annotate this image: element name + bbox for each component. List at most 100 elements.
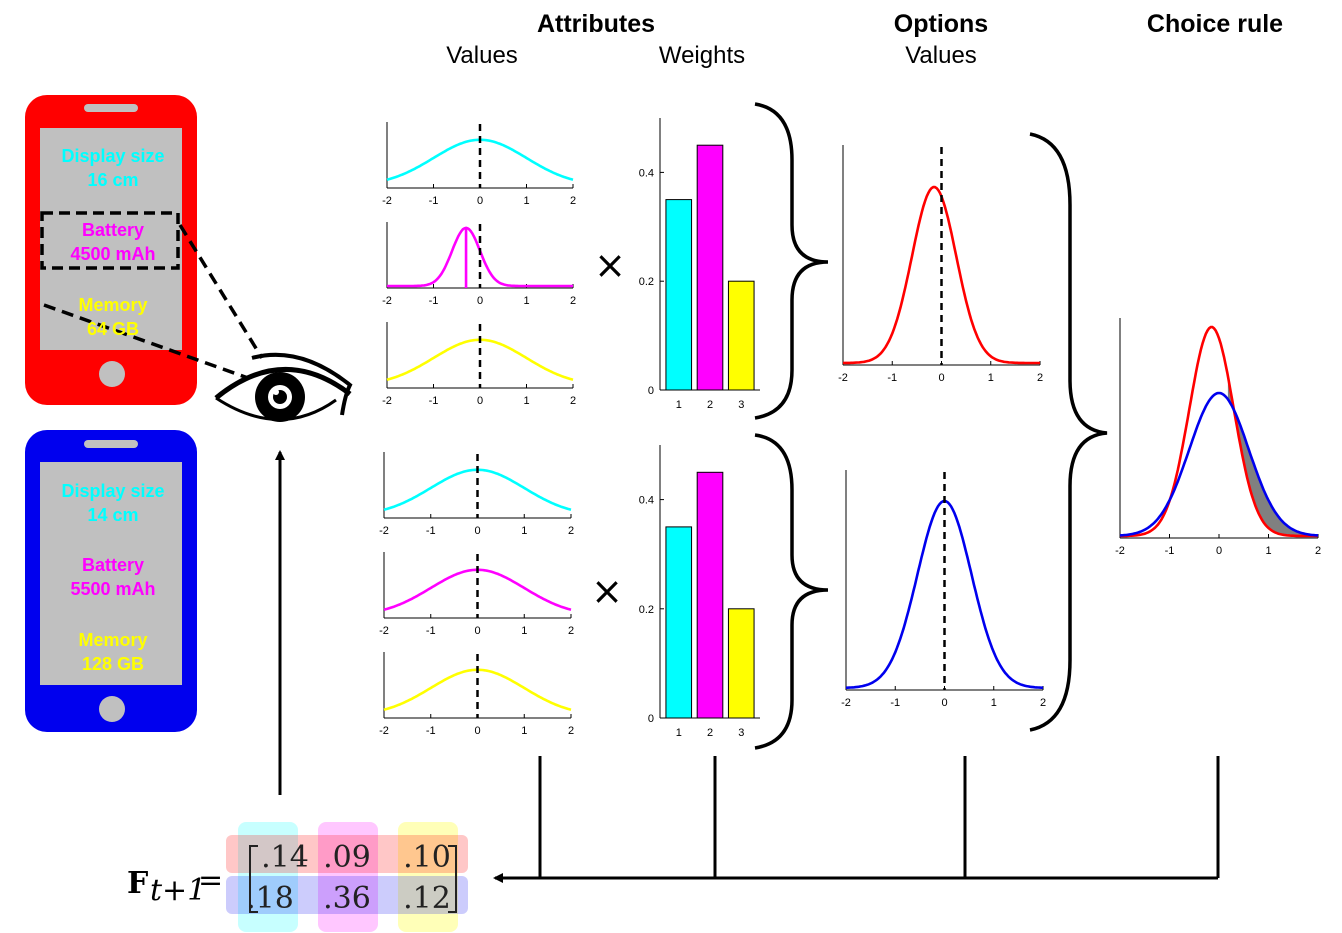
x-tick-label: -2: [379, 625, 389, 637]
phone-red-memory: Memory 64 GB: [78, 293, 147, 341]
density-curve-blue: [1119, 391, 1319, 537]
x-tick-label: -2: [379, 725, 389, 737]
x-tick-label: 2: [568, 525, 574, 537]
curly-brace-icon: [1029, 132, 1108, 732]
x-tick-label: -2: [379, 525, 389, 537]
shaded-overlap: [1227, 376, 1318, 536]
x-tick-label: 2: [1037, 372, 1043, 384]
curly-brace-icon: [754, 102, 829, 420]
x-tick-label: 2: [1315, 545, 1321, 557]
attr-label: Memory: [78, 295, 148, 315]
x-tick-label: 2: [707, 399, 713, 411]
matrix-cell: .10: [403, 840, 451, 875]
density-panel: -2 -1 0 1 2: [382, 122, 576, 207]
density-panel: -2 -1 0 1 2: [379, 652, 574, 737]
x-tick-label: 2: [707, 727, 713, 739]
density-panel: -2 -1 0 1 2: [379, 452, 574, 537]
x-tick-label: 0: [477, 195, 483, 207]
x-tick-label: 1: [523, 395, 529, 407]
x-tick-label: 1: [991, 697, 997, 709]
phone-blue: [25, 430, 197, 732]
x-tick-label: -1: [426, 525, 436, 537]
x-tick-label: 0: [1216, 545, 1222, 557]
gaze-line-top: [178, 224, 264, 359]
attention-box: [40, 211, 180, 270]
density-panel: -2 -1 0 1 2: [841, 470, 1046, 709]
x-tick-label: -2: [1115, 545, 1125, 557]
x-tick-label: 1: [676, 727, 682, 739]
header-weights: Weights: [658, 42, 746, 69]
multiply-icon: ×: [594, 243, 626, 287]
matrix-cell: .09: [323, 840, 371, 875]
y-tick-label: 0.4: [639, 495, 654, 507]
x-tick-label: 2: [570, 395, 576, 407]
x-tick-label: 1: [1265, 545, 1271, 557]
x-tick-label: 2: [1040, 697, 1046, 709]
x-tick-label: -1: [1165, 545, 1175, 557]
header-option-values: Values: [905, 42, 977, 69]
attr-label: Battery: [81, 555, 145, 575]
attr-value: 16 cm: [87, 170, 139, 190]
weights-bar-chart: 0 0.2 0.4 1 2 3: [639, 445, 760, 739]
feedback-connectors: [493, 756, 1220, 883]
phone-red-battery: Battery 4500 mAh: [70, 218, 155, 266]
phone-blue-memory: Memory 128 GB: [78, 628, 147, 676]
weight-bar-3: [727, 608, 755, 719]
matrix-cell: .12: [403, 881, 451, 916]
header-options: Options: [893, 10, 989, 38]
attr-label: Battery: [81, 220, 145, 240]
x-tick-label: 0: [477, 395, 483, 407]
y-tick-label: 0.2: [639, 276, 654, 288]
gaze-line-bottom: [43, 303, 249, 380]
x-tick-label: -2: [382, 195, 392, 207]
matrix-equals: =: [198, 863, 223, 898]
header-choice-rule: Choice rule: [1146, 10, 1284, 38]
density-panel: -2 -1 0 1 2: [838, 145, 1043, 384]
phone-blue-home-button: [99, 696, 125, 722]
matrix-cell: .18: [246, 881, 294, 916]
density-panel: -2 -1 0 1 2: [1115, 318, 1321, 557]
attr-value: 64 GB: [86, 319, 140, 339]
weight-bar-3: [727, 280, 755, 391]
attr-value: 128 GB: [81, 654, 145, 674]
x-tick-label: -1: [890, 697, 900, 709]
y-tick-label: 0.2: [639, 604, 654, 616]
x-tick-label: 2: [568, 725, 574, 737]
curly-brace-icon: [754, 433, 829, 750]
matrix-cell: .36: [323, 881, 371, 916]
y-tick-label: 0.4: [639, 167, 654, 179]
x-tick-label: 0: [474, 525, 480, 537]
matrix-subscript: t+1: [150, 873, 206, 908]
attr-label: Display size: [61, 146, 165, 166]
attr-value: 4500 mAh: [70, 244, 156, 264]
weight-bar-2: [696, 471, 724, 719]
x-tick-label: 3: [738, 727, 744, 739]
phone-red-home-button: [99, 361, 125, 387]
x-tick-label: -1: [887, 372, 897, 384]
weights-bar-chart: 0 0.2 0.4 1 2 3: [639, 118, 760, 411]
feedback-matrix: .14 .09 .10 .18 .36 .12 F t+1 =: [127, 822, 468, 932]
x-tick-label: 0: [474, 625, 480, 637]
x-tick-label: -2: [841, 697, 851, 709]
phone-blue-speaker: [84, 440, 138, 448]
x-tick-label: 1: [521, 625, 527, 637]
x-tick-label: 0: [941, 697, 947, 709]
attr-label: Memory: [78, 630, 148, 650]
x-tick-label: 1: [521, 525, 527, 537]
phone-red-speaker: [84, 104, 138, 112]
charts: -2 -1 0 1 2 -2 -1 0 1 2 -2 -1 0 1 2 -2 -1 0 1 2 -2 -1 0 1 2 -2 -1 0…: [379, 118, 1321, 739]
x-tick-label: -2: [838, 372, 848, 384]
x-tick-label: 1: [988, 372, 994, 384]
y-tick-label: 0: [648, 713, 654, 725]
attr-value: 5500 mAh: [70, 579, 156, 599]
eye-icon: [214, 352, 353, 422]
density-panel: -2 -1 0 1 2: [382, 222, 576, 307]
attr-value: 14 cm: [87, 505, 139, 525]
phone-blue-screen: [40, 462, 182, 685]
x-tick-label: -1: [429, 395, 439, 407]
x-tick-label: -1: [426, 625, 436, 637]
attr-label: Display size: [61, 481, 165, 501]
x-tick-label: -1: [426, 725, 436, 737]
x-tick-label: -2: [382, 295, 392, 307]
